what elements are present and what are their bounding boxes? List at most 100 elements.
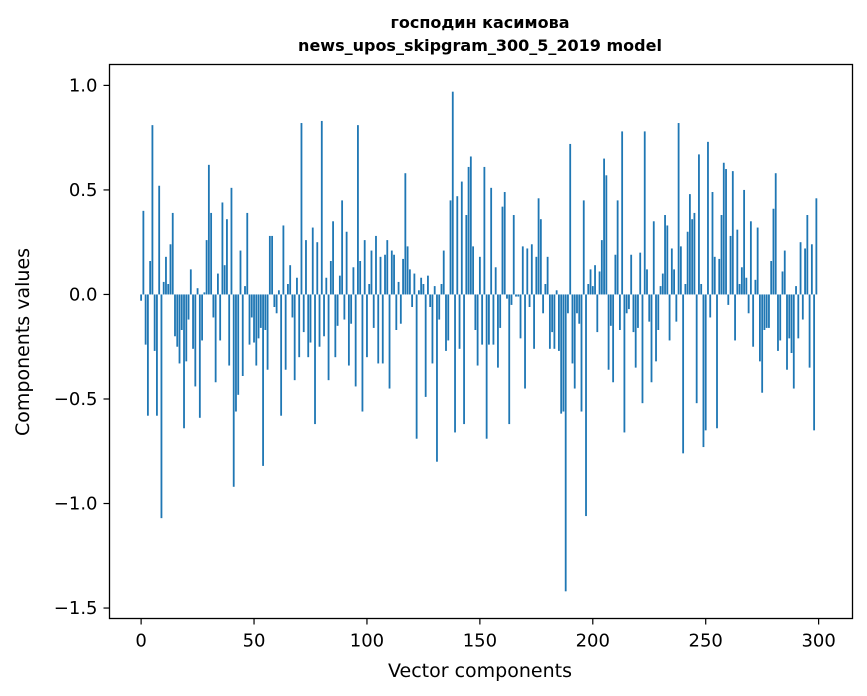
bar (214, 294, 217, 383)
bar (598, 271, 601, 295)
bar (336, 294, 339, 326)
bar (203, 292, 206, 295)
bar (668, 294, 671, 341)
bar (537, 198, 540, 295)
bar (158, 185, 161, 295)
bar (411, 294, 414, 307)
bar (302, 294, 305, 333)
bar (205, 240, 208, 295)
bar (725, 169, 727, 295)
bar (783, 250, 786, 295)
bar (422, 284, 425, 295)
bar (366, 294, 368, 358)
bar (616, 200, 619, 295)
bar (628, 294, 630, 310)
bar (413, 273, 416, 295)
bar (806, 215, 809, 295)
axes-frame (108, 63, 854, 620)
bar (564, 294, 567, 592)
x-tick-label: 250 (689, 631, 723, 652)
bar (756, 227, 759, 295)
bar (528, 294, 531, 307)
bar (808, 294, 811, 368)
bar (594, 265, 596, 295)
bar (494, 267, 497, 295)
bar (679, 246, 682, 295)
bar (469, 156, 472, 295)
bar (752, 294, 755, 347)
bar (745, 277, 748, 295)
bar (273, 294, 276, 307)
bar (664, 215, 666, 295)
bar (296, 277, 298, 295)
bar (526, 248, 529, 295)
bar (237, 294, 240, 395)
bar (338, 275, 341, 295)
x-tick-label: 150 (463, 631, 497, 652)
bar (684, 284, 687, 295)
bar (284, 294, 287, 370)
bar (801, 294, 804, 320)
bar (440, 284, 443, 295)
bar (704, 294, 707, 431)
bar (291, 294, 294, 318)
x-tick-label: 0 (135, 631, 146, 652)
bar (553, 294, 556, 349)
bar (424, 294, 427, 397)
bar (722, 162, 725, 295)
bar (257, 294, 260, 339)
x-tick-label: 300 (801, 631, 835, 652)
bar (571, 294, 574, 364)
bar (673, 269, 675, 295)
bar (490, 187, 493, 295)
bar (207, 164, 210, 295)
bar (510, 294, 513, 305)
bar (718, 258, 721, 295)
bar (754, 279, 757, 295)
bar (192, 294, 194, 349)
bar (709, 294, 712, 318)
bar (399, 294, 402, 324)
bar (201, 294, 203, 341)
bar (650, 294, 653, 383)
bar (316, 242, 319, 295)
bar (720, 215, 723, 295)
bar (458, 294, 461, 349)
bar (176, 294, 179, 347)
bar (813, 294, 816, 431)
bar (695, 294, 698, 404)
bar (402, 258, 404, 295)
bar (542, 294, 545, 314)
bar (311, 227, 314, 295)
bar (488, 294, 490, 345)
bar (795, 286, 797, 295)
bar (169, 244, 172, 295)
bar (438, 294, 441, 320)
x-tick-label: 200 (576, 631, 610, 652)
bar (682, 294, 685, 454)
y-tick-label: −0.5 (54, 389, 98, 410)
bar (603, 158, 605, 295)
y-axis-label: Components values (12, 248, 34, 436)
bar (142, 210, 145, 295)
bar (379, 256, 382, 295)
bar (447, 294, 450, 341)
bar (587, 284, 590, 295)
bar (716, 294, 718, 429)
bar (235, 294, 237, 412)
bar (253, 294, 255, 343)
bar (637, 294, 639, 328)
bar (481, 294, 484, 345)
bar (657, 294, 660, 330)
bar (433, 286, 436, 295)
bar (639, 252, 642, 295)
bar (524, 294, 526, 389)
bar (585, 294, 587, 517)
bar (460, 181, 463, 295)
bar (736, 229, 739, 295)
bar (454, 294, 456, 433)
bar (621, 131, 624, 295)
bar (431, 294, 434, 364)
bar (648, 294, 651, 322)
bar (467, 166, 470, 295)
